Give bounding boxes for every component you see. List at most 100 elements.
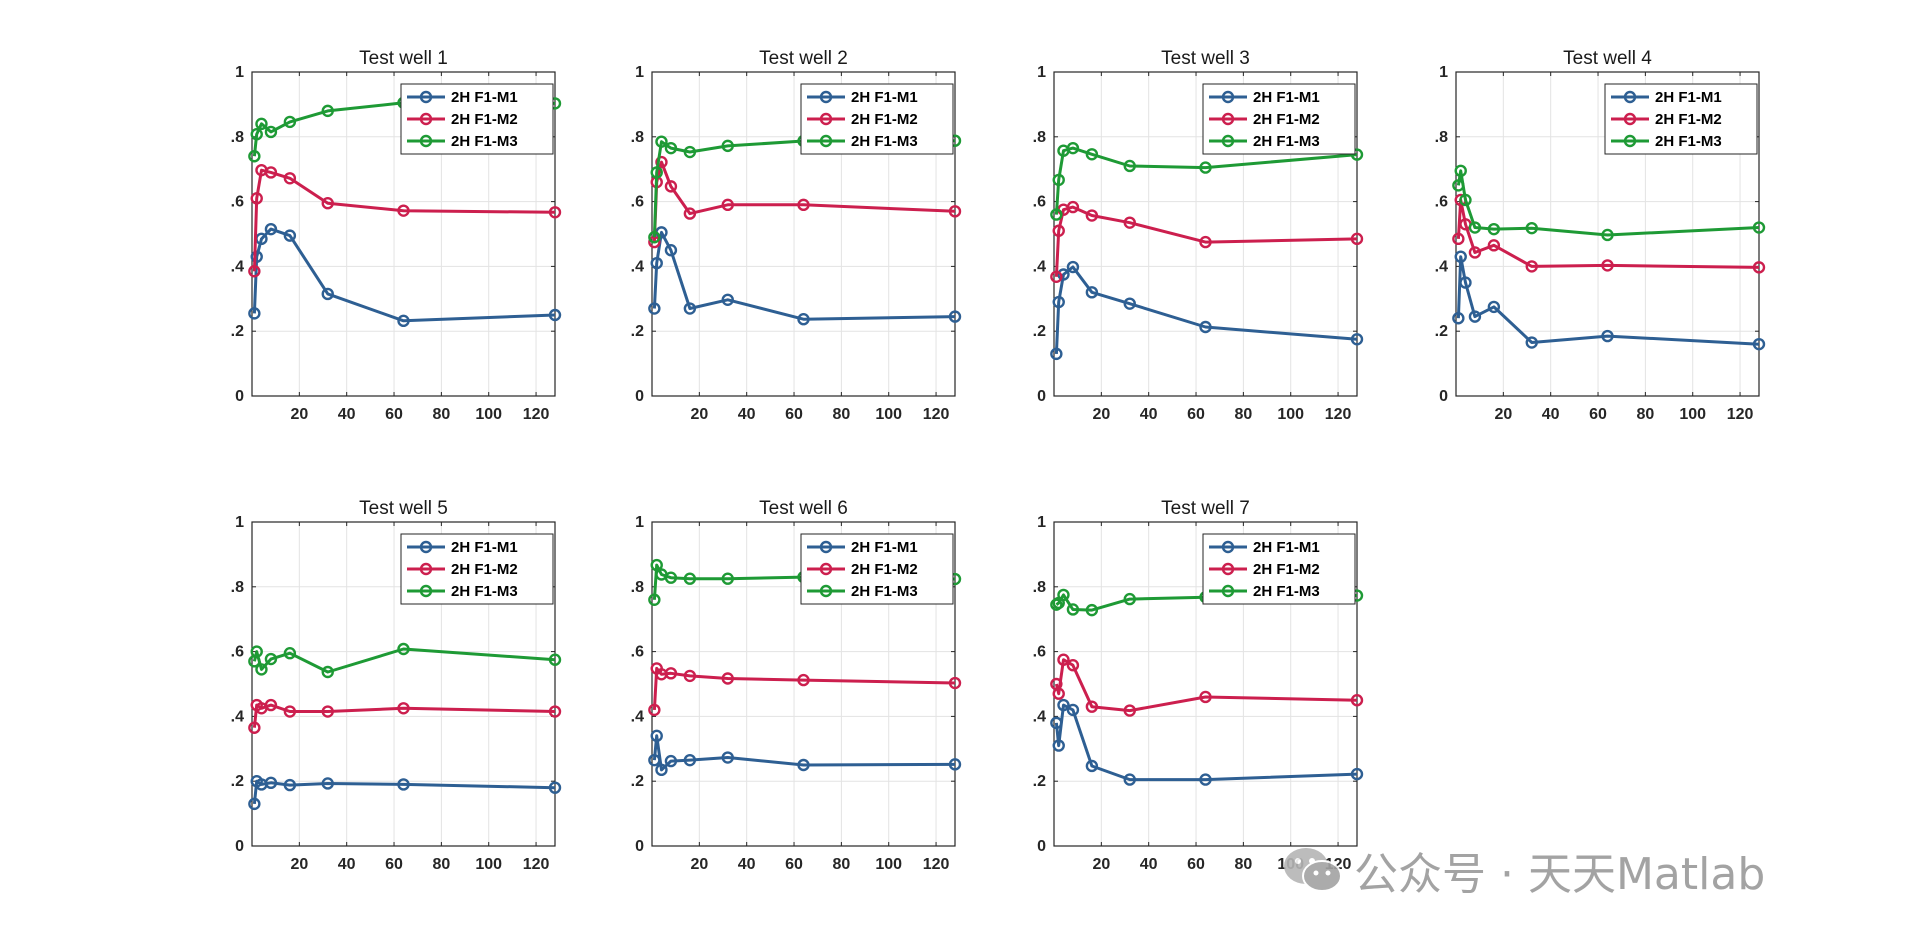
data-point (248, 721, 261, 734)
data-point (650, 558, 663, 572)
data-point (1123, 297, 1136, 310)
legend-label: 2H F1-M3 (851, 133, 918, 150)
legend-marker (819, 134, 833, 148)
x-tick-label: 100 (1679, 406, 1706, 423)
subplot-title: Test well 6 (759, 498, 848, 519)
data-point (1085, 209, 1099, 222)
legend-label: 2H F1-M1 (1655, 89, 1722, 106)
data-point (648, 593, 661, 606)
data-point (1123, 592, 1136, 606)
y-tick-label: .4 (231, 708, 244, 725)
data-point (683, 145, 697, 159)
legend: 2H F1-M1 2H F1-M2 2H F1-M3 (400, 83, 554, 155)
data-point (1350, 148, 1364, 161)
legend-marker (1623, 90, 1637, 104)
data-point (548, 308, 562, 322)
legend-marker (819, 112, 833, 126)
data-point (1123, 216, 1136, 229)
data-point (1601, 259, 1614, 272)
data-point (1601, 329, 1614, 343)
x-tick-label: 80 (1234, 856, 1252, 873)
y-tick-label: .8 (631, 129, 644, 146)
y-tick-label: .8 (1435, 129, 1448, 146)
data-point (648, 753, 661, 767)
data-point (648, 703, 661, 717)
legend-label: 2H F1-M1 (851, 539, 918, 556)
y-tick-label: .8 (231, 129, 244, 146)
x-tick-label: 60 (385, 406, 403, 423)
x-tick-label: 80 (832, 856, 850, 873)
subplot-title: Test well 4 (1563, 48, 1652, 69)
legend-label: 2H F1-M1 (1253, 539, 1320, 556)
data-point (283, 115, 297, 129)
subplot-6: 20 40 60 80 100 120 0 .2 .4 .6 .8 1 Test well 6 2H F1… (631, 498, 962, 873)
legend-label: 2H F1-M3 (451, 133, 518, 150)
x-tick-label: 20 (1092, 406, 1110, 423)
data-point (721, 198, 734, 212)
legend-marker (1623, 112, 1637, 126)
y-tick-label: .6 (1435, 194, 1448, 211)
x-tick-label: 100 (475, 856, 502, 873)
data-point (1454, 250, 1467, 263)
legend-label: 2H F1-M1 (1253, 89, 1320, 106)
data-point (1199, 690, 1212, 704)
legend-label: 2H F1-M3 (851, 583, 918, 600)
y-tick-label: 0 (635, 838, 644, 855)
x-tick-label: 20 (290, 856, 308, 873)
legend-marker (419, 584, 433, 598)
data-point (248, 265, 261, 278)
legend: 2H F1-M1 2H F1-M2 2H F1-M3 (800, 533, 954, 605)
data-point (1199, 773, 1212, 786)
y-tick-label: 1 (1037, 64, 1046, 81)
x-tick-label: 100 (1277, 406, 1304, 423)
legend-label: 2H F1-M2 (851, 561, 918, 578)
data-point (683, 302, 697, 315)
subplot-title: Test well 1 (359, 48, 448, 69)
data-point (1452, 179, 1465, 192)
x-tick-label: 100 (475, 406, 502, 423)
wechat-icon (1284, 848, 1342, 892)
y-tick-label: .2 (631, 773, 644, 790)
y-tick-label: .6 (1033, 194, 1046, 211)
data-point (321, 287, 334, 301)
data-point (1525, 336, 1538, 349)
y-tick-label: .4 (1033, 708, 1046, 725)
data-point (264, 652, 278, 666)
x-tick-label: 60 (1187, 406, 1205, 423)
data-point (1066, 141, 1080, 155)
data-point (397, 702, 410, 715)
legend-marker (819, 90, 833, 104)
x-tick-label: 20 (290, 406, 308, 423)
data-point (548, 705, 562, 718)
data-point (1085, 286, 1099, 299)
data-point (664, 180, 678, 193)
subplot-2: 20 40 60 80 100 120 0 .2 .4 .6 .8 1 Test well 2 2H F1… (631, 48, 962, 423)
x-tick-label: 60 (1187, 856, 1205, 873)
legend-marker (819, 540, 833, 554)
y-tick-label: .6 (231, 194, 244, 211)
data-point (1050, 347, 1063, 361)
axes-box (251, 521, 556, 847)
x-tick-label: 120 (923, 406, 950, 423)
data-point (1452, 232, 1465, 246)
series-line-1 (1054, 703, 1358, 782)
legend-marker (1221, 112, 1235, 126)
data-point (1487, 239, 1501, 252)
legend-marker (819, 584, 833, 598)
data-point (683, 753, 697, 767)
data-point (1066, 260, 1080, 274)
data-point (948, 758, 962, 771)
data-point (264, 776, 278, 790)
y-tick-label: .6 (1033, 644, 1046, 661)
data-point (1601, 228, 1614, 242)
data-point (248, 150, 261, 163)
data-point (1052, 687, 1065, 700)
data-point (1052, 224, 1065, 237)
y-tick-label: 1 (1439, 64, 1448, 81)
data-point (1350, 333, 1364, 346)
series-line-3 (252, 101, 556, 157)
legend-marker (1623, 134, 1637, 148)
data-point (650, 166, 663, 179)
data-point (1468, 310, 1482, 323)
legend-label: 2H F1-M3 (1253, 583, 1320, 600)
